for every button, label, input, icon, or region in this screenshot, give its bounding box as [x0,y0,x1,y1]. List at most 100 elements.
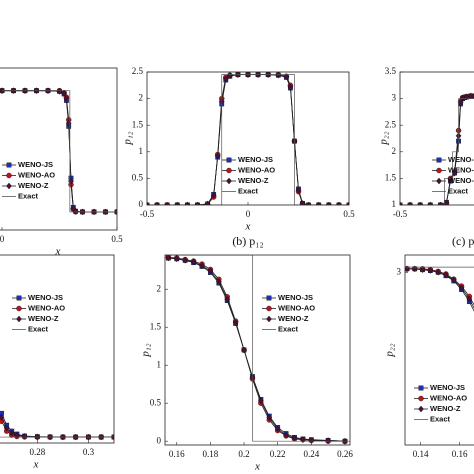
marker [72,207,79,215]
y-tick-label: 0 [139,199,144,209]
plot-background [165,255,350,445]
x-tick-label: 0.26 [337,449,353,459]
marker [0,413,5,421]
marker [275,72,282,79]
marker [174,201,181,205]
plot-area [405,255,474,445]
marker [16,315,22,323]
exact-line [2,90,117,213]
y-tick-label: 0 [157,435,162,445]
legend-label: WENO-AO [448,165,474,174]
marker [14,431,20,439]
legend-label: Exact [448,186,469,195]
y-axis-label: p₂₂ [378,131,390,145]
marker [6,172,12,179]
x-tick-label: 0.28 [29,447,45,457]
x-tick-label: 0.5 [111,234,123,244]
y-axis-label: p₂₂ [384,343,396,357]
caption: (c) p₂₂ [452,234,474,248]
marker [417,201,424,205]
marker [184,201,191,205]
legend-label: WENO-JS [278,293,313,302]
marker [266,305,272,312]
marker [266,414,273,421]
marker [436,177,442,185]
x-tick-label: 0.16 [169,449,185,459]
marker [222,75,229,83]
marker [266,295,272,301]
marker [182,257,189,264]
exact-line [165,255,350,442]
marker [458,284,465,292]
legend-label: WENO-JS [28,293,63,302]
y-tick-label: 1 [392,199,397,209]
marker [56,88,63,95]
marker [418,395,424,402]
x-tick-label: 0.16 [452,449,468,459]
marker [437,201,444,205]
exact-line [147,74,349,205]
legend-label: WENO-JS [18,160,53,169]
marker [346,201,349,205]
y-tick-label: 3.5 [385,66,397,76]
marker [407,201,413,205]
x-tick-label: 0 [246,209,251,219]
marker [214,152,221,160]
marker [8,429,15,437]
x-tick-label: 0.18 [203,449,219,459]
marker [336,201,342,205]
legend-label: Exact [18,191,39,200]
marker [16,305,22,312]
legend-label: Exact [238,186,259,195]
legend-label: Exact [430,414,451,423]
y-tick-label: 2 [139,93,144,103]
marker [68,178,74,185]
legend-label: WENO-Z [278,314,309,323]
marker [226,157,232,163]
x-tick-label: 0.2 [238,449,249,459]
marker [210,192,217,199]
marker [199,262,205,269]
y-tick-label: 2 [157,283,162,293]
plot-area [400,72,474,205]
legend-label: WENO-Z [18,181,49,190]
marker [450,276,457,284]
legend-label: Exact [278,324,299,333]
legend-label: WENO-AO [18,170,55,179]
marker [226,167,232,174]
x-tick-label: 0.3 [83,447,95,457]
x-tick-label: 0.14 [413,449,429,459]
x-tick-label: -0.5 [140,209,155,219]
marker [6,162,12,168]
marker [241,346,247,354]
legend-label: WENO-Z [238,176,269,185]
marker [6,182,12,190]
legend-label: WENO-AO [28,303,65,312]
legend-label: WENO-JS [430,383,465,392]
y-axis-label: p₁₂ [140,343,152,357]
y-tick-label: 2.5 [385,119,397,129]
marker [207,267,214,275]
marker [443,271,449,279]
x-axis-label: x [245,221,251,233]
marker [226,177,232,185]
marker [411,265,418,273]
marker [274,425,281,433]
y-tick-label: 1.5 [132,119,144,129]
axes-frame [404,254,474,446]
legend-label: WENO-JS [238,155,273,164]
marker [224,295,231,303]
plot-background [0,255,114,443]
marker [194,201,201,205]
plot-area [147,72,349,205]
marker [21,432,28,440]
y-tick-label: 1 [157,359,162,369]
legend-label: WENO-Z [430,404,461,413]
legend-label: WENO-AO [430,393,467,402]
marker [287,83,294,91]
x-axis-label: x [33,459,39,471]
legend-label: WENO-Z [28,314,59,323]
plot-background [400,72,474,205]
x-axis-label: x [254,461,260,473]
